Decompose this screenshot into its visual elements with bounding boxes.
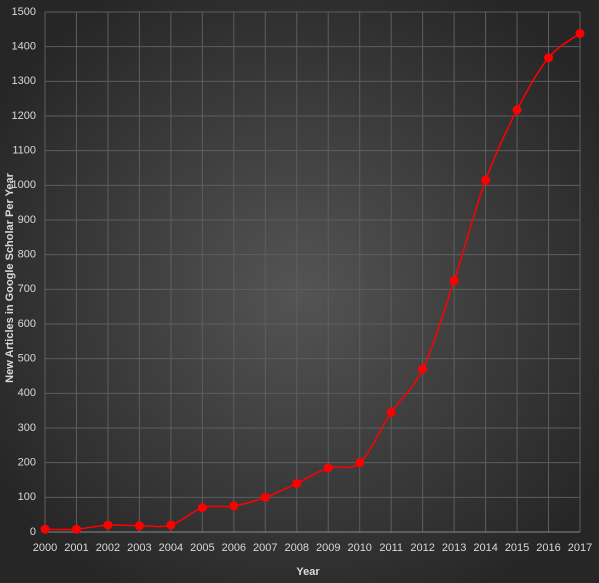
data-point	[449, 276, 459, 286]
data-point	[260, 492, 270, 502]
x-tick-label: 2016	[536, 542, 560, 554]
data-point	[292, 478, 302, 488]
x-tick-label: 2002	[96, 542, 120, 554]
data-point	[40, 524, 50, 534]
data-point	[544, 53, 554, 63]
y-tick-label: 700	[18, 283, 36, 295]
y-tick-label: 1200	[12, 110, 36, 122]
x-tick-label: 2004	[159, 542, 183, 554]
y-tick-label: 900	[18, 214, 36, 226]
x-tick-label: 2013	[442, 542, 466, 554]
y-tick-label: 500	[18, 353, 36, 365]
x-tick-label: 2003	[127, 542, 151, 554]
y-tick-label: 300	[18, 422, 36, 434]
data-point	[418, 364, 428, 374]
x-tick-label: 2009	[316, 542, 340, 554]
x-tick-label: 2000	[33, 542, 57, 554]
x-axis-label: Year	[296, 566, 320, 578]
x-tick-label: 2012	[410, 542, 434, 554]
data-point	[323, 463, 333, 473]
y-tick-label: 0	[30, 526, 36, 538]
y-tick-label: 1100	[12, 145, 36, 157]
y-tick-label: 1500	[12, 6, 36, 18]
y-tick-label: 600	[18, 318, 36, 330]
y-tick-label: 1000	[12, 179, 36, 191]
data-point	[103, 520, 113, 530]
x-tick-label: 2017	[568, 542, 592, 554]
data-point	[134, 521, 144, 531]
x-tick-label: 2007	[253, 542, 277, 554]
x-tick-label: 2015	[505, 542, 529, 554]
data-point	[197, 503, 207, 513]
x-tick-label: 2005	[190, 542, 214, 554]
x-tick-label: 2011	[379, 542, 403, 554]
data-point	[166, 520, 176, 530]
y-tick-label: 1300	[12, 75, 36, 87]
x-tick-label: 2014	[473, 542, 497, 554]
x-tick-label: 2010	[347, 542, 371, 554]
y-tick-label: 400	[18, 387, 36, 399]
x-tick-label: 2001	[64, 542, 88, 554]
y-tick-label: 800	[18, 249, 36, 261]
data-point	[71, 524, 81, 534]
data-point	[575, 28, 585, 38]
y-tick-label: 200	[18, 457, 36, 469]
x-tick-label: 2006	[222, 542, 246, 554]
y-tick-label: 1400	[12, 41, 36, 53]
data-point	[229, 501, 239, 511]
y-axis-label: New Articles in Google Scholar Per Year	[4, 172, 16, 382]
x-tick-label: 2008	[285, 542, 309, 554]
data-point	[386, 407, 396, 417]
data-point	[481, 175, 491, 185]
y-tick-label: 100	[18, 491, 36, 503]
data-point	[355, 458, 365, 468]
data-point	[512, 105, 522, 115]
